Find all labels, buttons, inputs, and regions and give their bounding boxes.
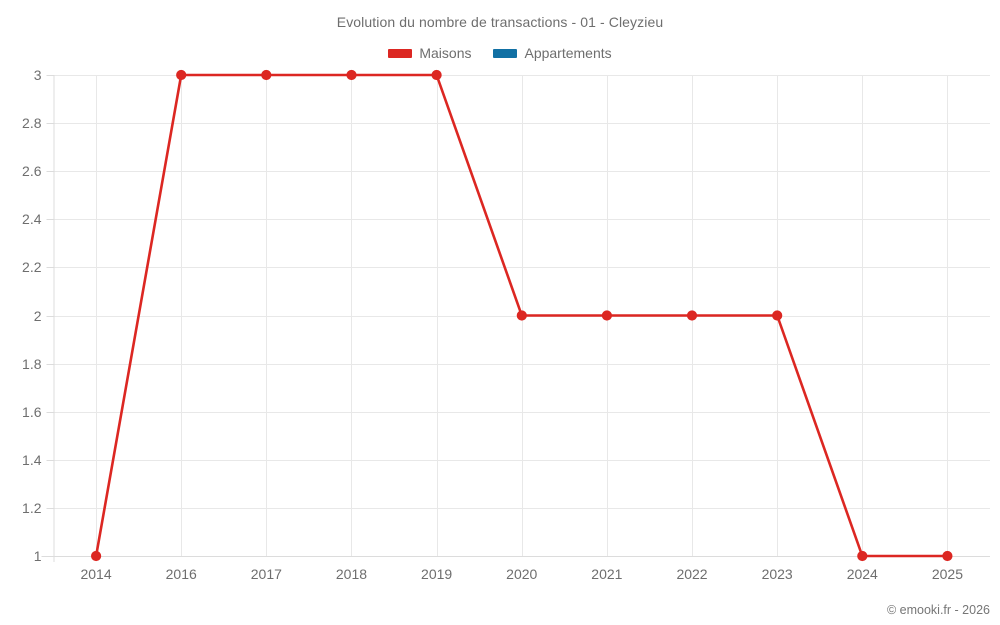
chart-legend: Maisons Appartements (0, 45, 1000, 61)
data-point-maisons (601, 310, 613, 321)
legend-swatch-appartements (493, 48, 518, 58)
legend-swatch-maisons (388, 48, 413, 58)
data-point-maisons (857, 550, 868, 562)
copyright-credit: © emooki.fr - 2026 (886, 603, 990, 617)
legend-label-maisons: Maisons (419, 45, 472, 61)
legend-label-appartements: Appartements (524, 45, 612, 61)
data-point-maisons (346, 69, 357, 81)
chart-title: Evolution du nombre de transactions - 01… (336, 14, 664, 30)
data-point-maisons (176, 69, 187, 81)
legend-item-maisons[interactable]: Maisons (388, 45, 471, 61)
data-point-maisons (91, 550, 102, 562)
data-point-maisons (686, 310, 698, 321)
data-point-maisons (942, 550, 953, 562)
data-point-maisons (772, 310, 783, 321)
data-point-maisons (261, 69, 272, 81)
data-point-maisons (431, 69, 442, 81)
data-point-maisons (516, 310, 527, 321)
legend-item-appartements[interactable]: Appartements (493, 45, 612, 61)
